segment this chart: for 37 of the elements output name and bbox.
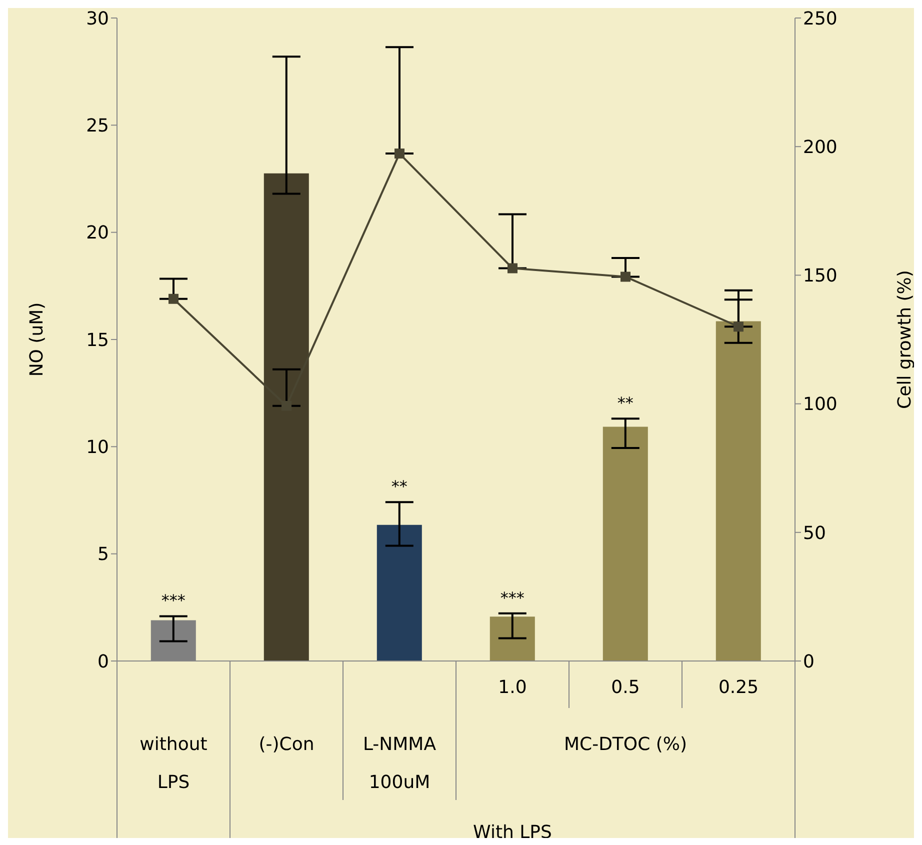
x-tick-label: without LPS xyxy=(140,734,208,793)
point xyxy=(734,322,744,332)
y-tick-label: 15 xyxy=(86,330,109,351)
point xyxy=(394,148,404,159)
bar xyxy=(376,524,422,661)
point xyxy=(620,272,630,282)
x-tick-label: 0.25 xyxy=(718,677,759,698)
y-axis-title: NO (uM) xyxy=(26,302,48,377)
y-tick-label: 30 xyxy=(86,8,109,30)
bar xyxy=(490,616,535,661)
y-tick-label: 20 xyxy=(86,222,109,244)
x-tick-label: (-)Con xyxy=(258,734,314,755)
y2-tick-label: 50 xyxy=(803,522,826,544)
y2-axis-title: Cell growth (%) xyxy=(894,270,916,409)
x-tick-label: 0.5 xyxy=(611,677,640,698)
y2-tick-label: 250 xyxy=(803,8,838,30)
point xyxy=(282,400,292,411)
y2-tick-label: 0 xyxy=(803,651,814,672)
bar xyxy=(602,426,648,661)
y-tick-label: 25 xyxy=(86,116,109,137)
point xyxy=(168,294,178,304)
bar xyxy=(716,321,761,661)
annotation: ** xyxy=(391,477,408,496)
x-tick-label: L-NMMA 100uM xyxy=(362,734,437,793)
text: MC-DTOC (%) xyxy=(564,734,688,755)
x-tick-label: 1.0 xyxy=(498,677,527,698)
y-tick-label: 5 xyxy=(98,544,109,566)
text: With LPS xyxy=(473,822,552,843)
y2-tick-label: 150 xyxy=(803,266,838,287)
y-tick-label: 0 xyxy=(98,651,109,672)
point xyxy=(508,263,518,274)
annotation: *** xyxy=(161,591,186,610)
annotation: *** xyxy=(500,588,524,608)
y-tick-label: 10 xyxy=(86,437,109,458)
y2-tick-label: 200 xyxy=(803,136,838,158)
y2-tick-label: 100 xyxy=(803,394,838,416)
annotation: ** xyxy=(617,394,634,413)
